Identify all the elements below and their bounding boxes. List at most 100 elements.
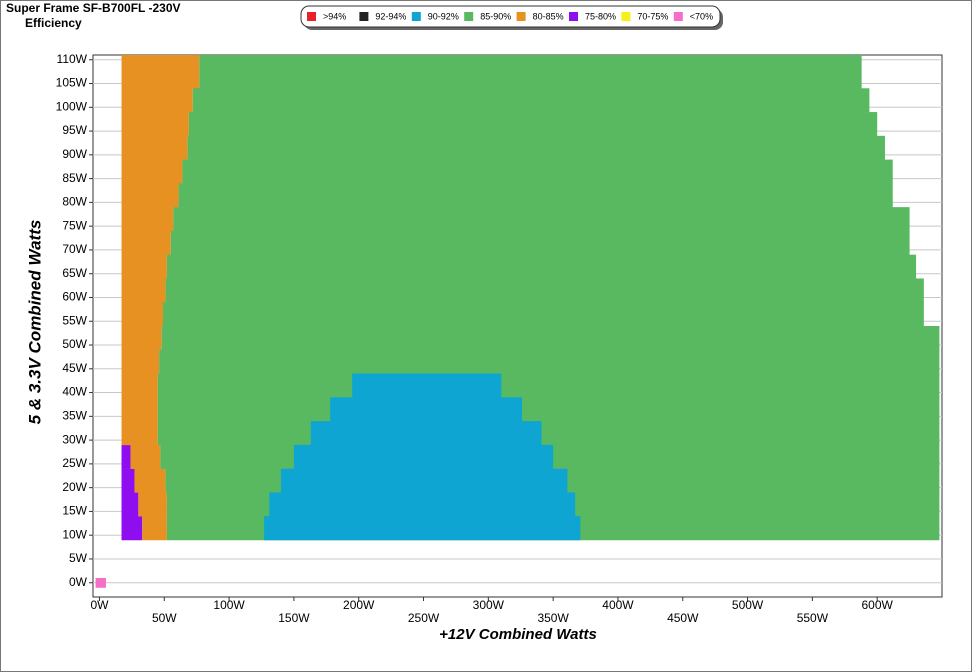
region-cell [121, 135, 188, 160]
y-tick-label: 65W [62, 266, 87, 280]
x-tick-label: 500W [732, 598, 764, 612]
region-cell [178, 183, 893, 208]
region-cell [121, 230, 171, 255]
x-tick-label: 350W [537, 611, 569, 625]
legend-label: 70-75% [637, 11, 668, 21]
region-cell [199, 55, 862, 89]
x-tick-label: 50W [152, 611, 177, 625]
x-tick-label: 600W [862, 598, 894, 612]
y-tick-label: 60W [62, 290, 87, 304]
region-cell [121, 349, 160, 374]
region-cell [121, 516, 143, 541]
region-cell [166, 254, 917, 279]
y-tick-label: 10W [62, 527, 87, 541]
region-cell [121, 397, 158, 422]
region-cell [293, 444, 554, 469]
legend-swatch [673, 12, 683, 21]
y-tick-label: 75W [62, 218, 87, 232]
region-cell [159, 349, 940, 374]
region-cell [352, 373, 502, 398]
legend-label: <70% [690, 11, 713, 21]
region-cell [121, 88, 193, 113]
region-cell [157, 373, 940, 398]
y-tick-label: 5W [69, 551, 88, 565]
x-tick-label: 300W [473, 598, 505, 612]
legend-label: 85-90% [480, 11, 511, 21]
y-tick-label: 0W [69, 575, 88, 589]
region-cell [173, 207, 910, 232]
region-cell [121, 278, 166, 303]
region-cell [142, 516, 167, 541]
y-tick-label: 70W [62, 242, 87, 256]
legend-label: 75-80% [585, 11, 616, 21]
y-tick-label: 35W [62, 409, 87, 423]
y-tick-label: 85W [62, 171, 87, 185]
legend-label: 80-85% [533, 11, 564, 21]
region-cell [121, 373, 158, 398]
y-tick-label: 20W [62, 480, 87, 494]
region-cell [121, 159, 183, 184]
region-cell [121, 254, 167, 279]
y-tick-label: 80W [62, 195, 87, 209]
region-cell [170, 230, 910, 255]
chart-subtitle: Efficiency [25, 16, 82, 30]
region-cell [269, 492, 576, 517]
y-tick-label: 105W [56, 76, 88, 90]
region-cell [121, 55, 200, 89]
chart-title: Super Frame SF-B700FL -230V [6, 1, 181, 15]
x-axis-title: +12V Combined Watts [439, 626, 597, 643]
legend-swatch [411, 12, 421, 21]
x-tick-label: 450W [667, 611, 699, 625]
x-tick-label: 100W [213, 598, 245, 612]
y-tick-label: 50W [62, 337, 87, 351]
region-cell [134, 468, 166, 493]
region-cell [188, 112, 878, 137]
y-tick-label: 40W [62, 385, 87, 399]
region-cell [165, 278, 924, 303]
x-tick-label: 0W [90, 598, 109, 612]
legend-swatch [307, 12, 316, 21]
region-cell [187, 135, 885, 160]
region-cell [157, 421, 940, 446]
region-cell [138, 492, 167, 517]
legend-swatch [359, 12, 369, 21]
y-tick-label: 55W [62, 313, 87, 327]
region-cell [121, 183, 179, 208]
x-tick-label: 400W [602, 598, 634, 612]
legend-swatch [516, 12, 526, 21]
region-cell [330, 397, 523, 422]
legend-swatch [464, 12, 474, 21]
region-cell [95, 577, 106, 588]
region-cell [310, 421, 542, 446]
y-tick-label: 15W [62, 504, 87, 518]
y-tick-label: 95W [62, 123, 87, 137]
legend [300, 5, 721, 28]
region-cell [121, 468, 135, 493]
region-cell [130, 444, 161, 469]
region-cell [157, 397, 940, 422]
region-cell [161, 326, 940, 351]
legend-swatch [569, 12, 578, 21]
y-tick-label: 30W [62, 432, 87, 446]
x-tick-label: 200W [343, 598, 375, 612]
region-cell [162, 302, 924, 327]
y-tick-label: 110W [57, 52, 88, 66]
region-cell [121, 421, 158, 446]
legend-label: 90-92% [428, 11, 459, 21]
region-cell [121, 207, 174, 232]
region-cell [121, 444, 131, 469]
x-tick-label: 550W [797, 611, 829, 625]
x-tick-label: 250W [408, 611, 440, 625]
y-tick-label: 90W [62, 147, 87, 161]
region-cell [280, 468, 568, 493]
region-cell [121, 302, 163, 327]
region-cell [182, 159, 893, 184]
legend-label: >94% [323, 11, 346, 21]
y-tick-label: 45W [62, 361, 87, 375]
y-tick-label: 100W [56, 99, 88, 113]
region-cell [264, 516, 581, 541]
region-cell [121, 326, 162, 351]
region-cell [121, 492, 139, 517]
y-tick-label: 25W [62, 456, 87, 470]
